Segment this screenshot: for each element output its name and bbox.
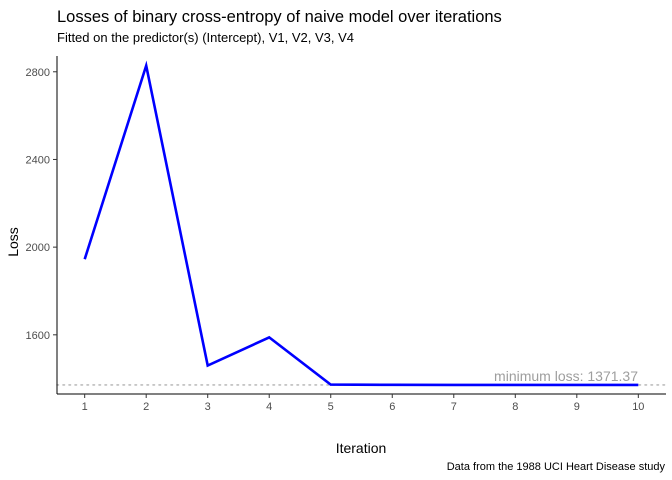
x-tick-label: 10 [632,401,644,413]
x-tick-label: 8 [512,401,518,413]
loss-series-line [83,60,639,387]
x-tick-label: 7 [451,401,457,413]
x-axis-title: Iteration [336,440,387,456]
y-tick-label: 1600 [26,330,50,342]
y-axis-title: Loss [5,227,21,257]
chart-caption: Data from the 1988 UCI Heart Disease stu… [447,461,666,473]
y-tick-label: 2400 [26,154,50,166]
x-tick-label: 9 [574,401,580,413]
plot-area: 1600 2000 2400 2800 1 2 3 4 5 6 7 8 9 10 minimum loss:… [26,56,667,413]
y-tick-label: 2000 [26,242,50,254]
x-tick-label: 5 [328,401,334,413]
chart-subtitle: Fitted on the predictor(s) (Intercept), … [57,30,354,45]
x-tick-label: 6 [389,401,395,413]
x-tick-label: 3 [205,401,211,413]
minimum-loss-annotation: minimum loss: 1371.37 [494,368,638,384]
x-tick-label: 1 [82,401,88,413]
x-tick-label: 4 [266,401,272,413]
y-tick-label: 2800 [26,67,50,79]
x-tick-label: 2 [143,401,149,413]
chart-title: Losses of binary cross-entropy of naive … [57,8,502,26]
